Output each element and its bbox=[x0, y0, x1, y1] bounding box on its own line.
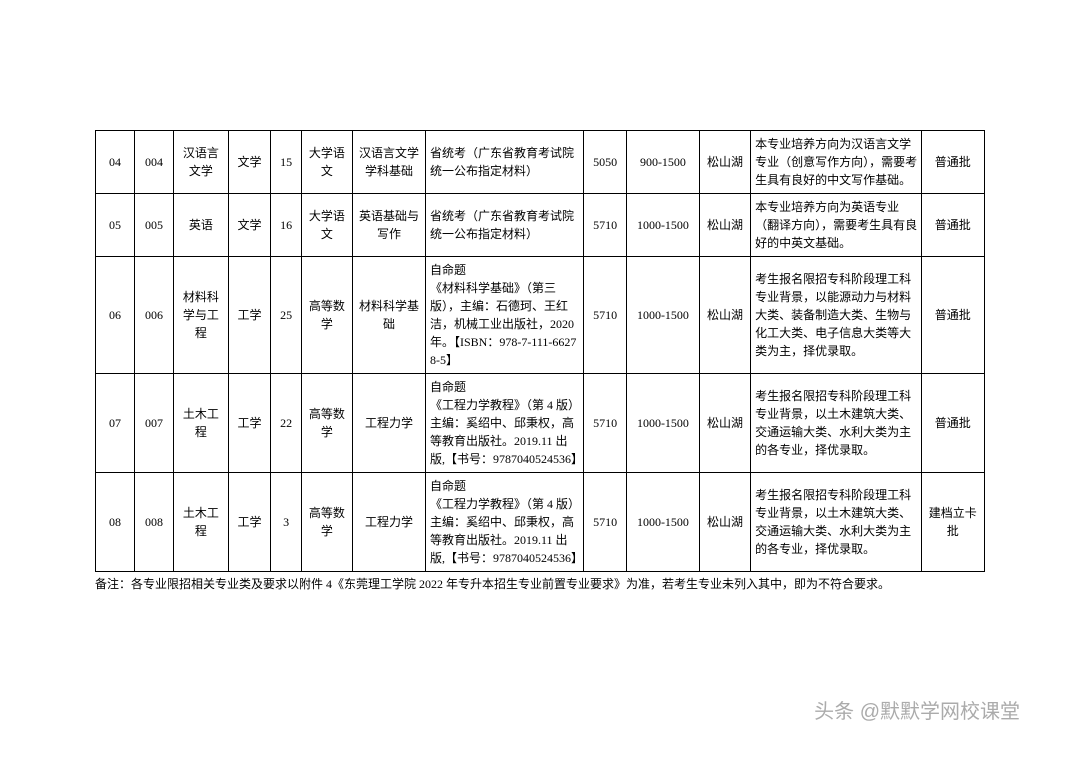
cell-r2-c10: 松山湖 bbox=[699, 257, 750, 374]
cell-r3-c1: 007 bbox=[134, 374, 173, 473]
cell-r4-c4: 3 bbox=[271, 473, 301, 572]
cell-r2-c5: 高等数学 bbox=[301, 257, 352, 374]
table-row: 08008土木工程工学3高等数学工程力学自命题《工程力学教程》（第 4 版） 主… bbox=[96, 473, 985, 572]
table-row: 05005英语文学16大学语文英语基础与写作省统考（广东省教育考试院统一公布指定… bbox=[96, 194, 985, 257]
admission-table: 04004汉语言文学文学15大学语文汉语言文学学科基础省统考（广东省教育考试院统… bbox=[95, 130, 985, 572]
cell-r1-c0: 05 bbox=[96, 194, 135, 257]
cell-r3-c5: 高等数学 bbox=[301, 374, 352, 473]
cell-r3-c8: 5710 bbox=[584, 374, 627, 473]
cell-r1-c9: 1000-1500 bbox=[626, 194, 699, 257]
cell-r0-c4: 15 bbox=[271, 131, 301, 194]
cell-r0-c7: 省统考（广东省教育考试院统一公布指定材料） bbox=[425, 131, 583, 194]
cell-r3-c0: 07 bbox=[96, 374, 135, 473]
cell-r3-c2: 土木工程 bbox=[173, 374, 228, 473]
cell-r1-c11: 本专业培养方向为英语专业（翻译方向），需要考生具有良好的中英文基础。 bbox=[751, 194, 921, 257]
cell-r4-c11: 考生报名限招专科阶段理工科专业背景，以土木建筑大类、交通运输大类、水利大类为主的… bbox=[751, 473, 921, 572]
footnote-text: 备注：各专业限招相关专业类及要求以附件 4《东莞理工学院 2022 年专升本招生… bbox=[95, 575, 985, 593]
cell-r1-c5: 大学语文 bbox=[301, 194, 352, 257]
cell-r3-c9: 1000-1500 bbox=[626, 374, 699, 473]
cell-r1-c7: 省统考（广东省教育考试院统一公布指定材料） bbox=[425, 194, 583, 257]
cell-r4-c7: 自命题《工程力学教程》（第 4 版） 主编：奚绍中、邱秉权，高等教育出版社。20… bbox=[425, 473, 583, 572]
cell-r4-c0: 08 bbox=[96, 473, 135, 572]
cell-r3-c3: 工学 bbox=[228, 374, 271, 473]
cell-r2-c12: 普通批 bbox=[921, 257, 984, 374]
cell-r4-c1: 008 bbox=[134, 473, 173, 572]
cell-r1-c3: 文学 bbox=[228, 194, 271, 257]
table-row: 06006材料科学与工程工学25高等数学材料科学基础自命题《材料科学基础》（第三… bbox=[96, 257, 985, 374]
cell-r2-c2: 材料科学与工程 bbox=[173, 257, 228, 374]
cell-r0-c2: 汉语言文学 bbox=[173, 131, 228, 194]
cell-r2-c11: 考生报名限招专科阶段理工科专业背景，以能源动力与材料大类、装备制造大类、生物与化… bbox=[751, 257, 921, 374]
cell-r0-c10: 松山湖 bbox=[699, 131, 750, 194]
cell-r2-c8: 5710 bbox=[584, 257, 627, 374]
cell-r4-c10: 松山湖 bbox=[699, 473, 750, 572]
cell-r3-c12: 普通批 bbox=[921, 374, 984, 473]
watermark-text: 头条 @默默学网校课堂 bbox=[814, 695, 1020, 724]
table-row: 07007土木工程工学22高等数学工程力学自命题《工程力学教程》（第 4 版） … bbox=[96, 374, 985, 473]
cell-r1-c1: 005 bbox=[134, 194, 173, 257]
cell-r1-c6: 英语基础与写作 bbox=[352, 194, 425, 257]
cell-r3-c10: 松山湖 bbox=[699, 374, 750, 473]
cell-r4-c6: 工程力学 bbox=[352, 473, 425, 572]
cell-r2-c7: 自命题《材料科学基础》（第三版），主编：石德珂、王红洁，机械工业出版社，2020… bbox=[425, 257, 583, 374]
cell-r1-c2: 英语 bbox=[173, 194, 228, 257]
cell-r0-c0: 04 bbox=[96, 131, 135, 194]
cell-r0-c1: 004 bbox=[134, 131, 173, 194]
cell-r0-c3: 文学 bbox=[228, 131, 271, 194]
cell-r1-c8: 5710 bbox=[584, 194, 627, 257]
cell-r3-c6: 工程力学 bbox=[352, 374, 425, 473]
cell-r0-c9: 900-1500 bbox=[626, 131, 699, 194]
cell-r4-c12: 建档立卡批 bbox=[921, 473, 984, 572]
cell-r2-c3: 工学 bbox=[228, 257, 271, 374]
cell-r1-c12: 普通批 bbox=[921, 194, 984, 257]
cell-r3-c4: 22 bbox=[271, 374, 301, 473]
cell-r1-c4: 16 bbox=[271, 194, 301, 257]
cell-r4-c3: 工学 bbox=[228, 473, 271, 572]
cell-r4-c5: 高等数学 bbox=[301, 473, 352, 572]
cell-r2-c9: 1000-1500 bbox=[626, 257, 699, 374]
cell-r0-c6: 汉语言文学学科基础 bbox=[352, 131, 425, 194]
cell-r0-c12: 普通批 bbox=[921, 131, 984, 194]
cell-r2-c6: 材料科学基础 bbox=[352, 257, 425, 374]
cell-r2-c1: 006 bbox=[134, 257, 173, 374]
cell-r0-c8: 5050 bbox=[584, 131, 627, 194]
cell-r2-c0: 06 bbox=[96, 257, 135, 374]
cell-r3-c11: 考生报名限招专科阶段理工科专业背景，以土木建筑大类、交通运输大类、水利大类为主的… bbox=[751, 374, 921, 473]
cell-r4-c9: 1000-1500 bbox=[626, 473, 699, 572]
table-row: 04004汉语言文学文学15大学语文汉语言文学学科基础省统考（广东省教育考试院统… bbox=[96, 131, 985, 194]
cell-r4-c8: 5710 bbox=[584, 473, 627, 572]
cell-r3-c7: 自命题《工程力学教程》（第 4 版） 主编：奚绍中、邱秉权，高等教育出版社。20… bbox=[425, 374, 583, 473]
cell-r0-c5: 大学语文 bbox=[301, 131, 352, 194]
cell-r1-c10: 松山湖 bbox=[699, 194, 750, 257]
cell-r4-c2: 土木工程 bbox=[173, 473, 228, 572]
cell-r2-c4: 25 bbox=[271, 257, 301, 374]
cell-r0-c11: 本专业培养方向为汉语言文学专业（创意写作方向），需要考生具有良好的中文写作基础。 bbox=[751, 131, 921, 194]
